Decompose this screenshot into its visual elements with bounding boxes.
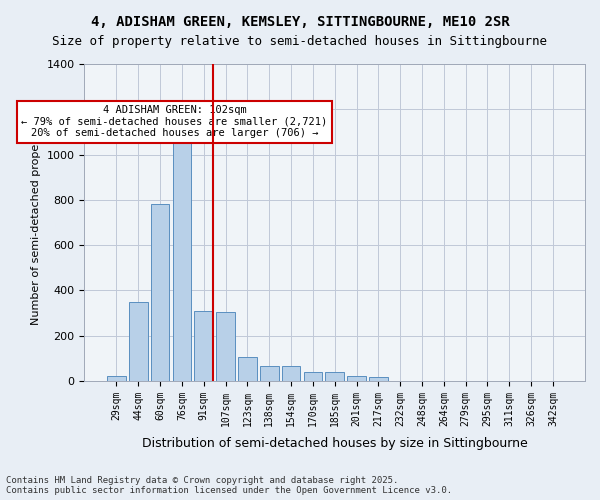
- Bar: [282, 366, 301, 381]
- Text: 4 ADISHAM GREEN: 102sqm
← 79% of semi-detached houses are smaller (2,721)
20% of: 4 ADISHAM GREEN: 102sqm ← 79% of semi-de…: [22, 105, 328, 138]
- Bar: [129, 302, 148, 381]
- Text: 4, ADISHAM GREEN, KEMSLEY, SITTINGBOURNE, ME10 2SR: 4, ADISHAM GREEN, KEMSLEY, SITTINGBOURNE…: [91, 15, 509, 29]
- Bar: [217, 312, 235, 381]
- Bar: [194, 310, 213, 381]
- Bar: [173, 123, 191, 381]
- Bar: [325, 372, 344, 381]
- Bar: [260, 366, 278, 381]
- X-axis label: Distribution of semi-detached houses by size in Sittingbourne: Distribution of semi-detached houses by …: [142, 437, 527, 450]
- Bar: [151, 204, 169, 381]
- Y-axis label: Number of semi-detached properties: Number of semi-detached properties: [31, 120, 41, 326]
- Bar: [238, 356, 257, 381]
- Text: Contains HM Land Registry data © Crown copyright and database right 2025.
Contai: Contains HM Land Registry data © Crown c…: [6, 476, 452, 495]
- Bar: [107, 376, 126, 381]
- Bar: [347, 376, 366, 381]
- Bar: [369, 377, 388, 381]
- Bar: [304, 372, 322, 381]
- Text: Size of property relative to semi-detached houses in Sittingbourne: Size of property relative to semi-detach…: [53, 35, 548, 48]
